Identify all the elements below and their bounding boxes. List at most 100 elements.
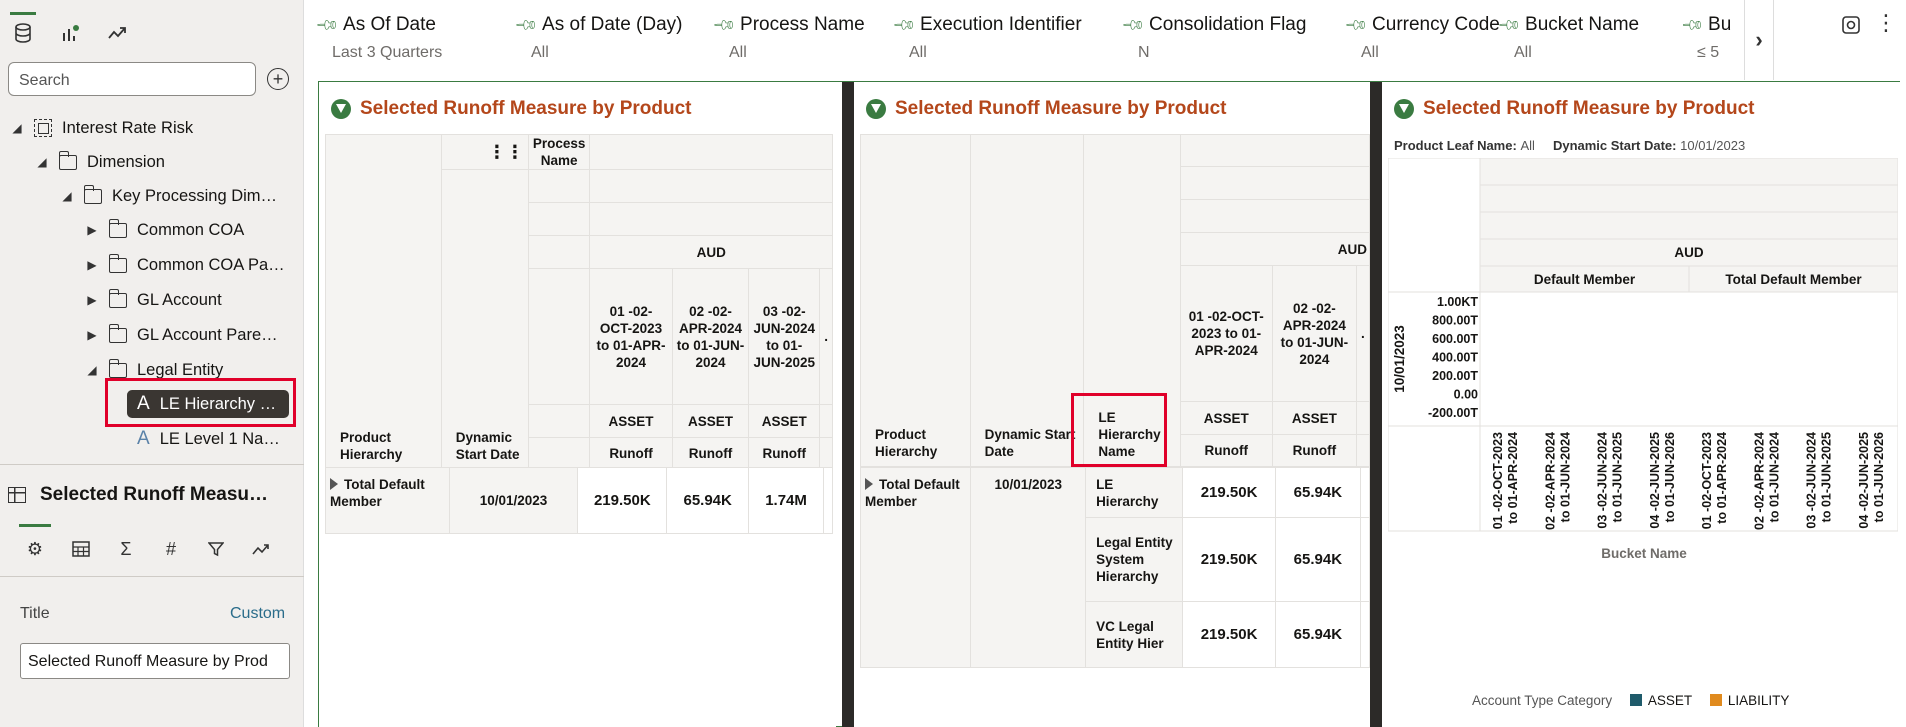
pivot-view-1[interactable]: Selected Runoff Measure by Product Produ… [319,82,836,727]
bucket-header: 02 -02-APR-2024 to 01-JUN-2024 [1271,265,1357,402]
analytics-icon[interactable] [104,20,130,46]
expand-icon[interactable] [330,478,338,490]
table-row: Legal Entity System Hierarchy 219.50K 65… [861,517,1370,602]
view-separator [842,82,854,727]
pin-icon: 📌︎ [513,12,539,39]
add-icon[interactable]: + [267,68,289,90]
subject-area-icon [34,119,52,137]
chart-view[interactable]: Selected Runoff Measure by Product Produ… [1382,82,1900,727]
bucket-header: 02 -02-APR-2024 to 01-JUN-2024 [671,268,750,405]
x-tick-label: to 01-JUN-2024 [1767,432,1781,522]
caret-down-icon[interactable]: ◢ [37,155,47,169]
table-view-icon[interactable] [68,536,94,562]
tree-item-le-hierarchy[interactable]: A LE Hierarchy … [127,390,289,418]
x-tick-label: 03 -02-JUN-2024 [1596,432,1610,529]
caret-right-icon[interactable]: ▶ [87,293,97,307]
filter-currency-code[interactable]: 📌︎ Currency Code All [1343,12,1500,61]
tree-item-legal-entity[interactable]: ◢ Legal Entity [85,356,223,384]
view-separator [1370,82,1382,727]
folder-icon [58,150,77,170]
gear-icon[interactable]: ⚙ [19,524,51,562]
tree-item-gl-account[interactable]: ▶ GL Account [85,286,222,314]
filter-bar: 📌︎ As Of Date Last 3 Quarters 📌︎ As of Dat… [305,0,1906,80]
title-input[interactable]: Selected Runoff Measure by Prod [20,643,290,679]
tree-item-gl-account-parent[interactable]: ▶ GL Account Pare… [85,321,278,349]
tree-item-key-processing[interactable]: ◢ Key Processing Dim… [60,182,277,210]
pin-icon: 📌︎ [314,12,340,39]
title-mode-link[interactable]: Custom [230,605,286,622]
caret-right-icon[interactable]: ▶ [87,258,97,272]
x-tick-label: 01 -02-OCT-2023 [1491,432,1505,529]
filter-as-of-date[interactable]: 📌︎ As Of Date Last 3 Quarters [314,12,443,61]
filter-process-name[interactable]: 📌︎ Process Name All [711,12,865,61]
bucket-header: 01 -02-OCT-2023 to 01-APR-2024 [1179,265,1273,402]
filter-badge-icon [866,99,886,119]
x-tick-label: to 01-JUN-2025 [1820,432,1834,522]
x-tick-label: 02 -02-APR-2024 [1752,432,1766,530]
visualizations-icon[interactable] [58,20,84,46]
database-icon[interactable] [10,12,36,46]
pin-icon: 📌︎ [711,12,737,39]
filter-execution-identifier[interactable]: 📌︎ Execution Identifier All [891,12,1082,61]
table-row: VC Legal Entity Hier 219.50K 65.94K [861,601,1370,668]
x-tick-label: to 01-JUN-2026 [1663,432,1677,522]
caret-right-icon[interactable]: ▶ [87,223,97,237]
chevron-right-icon[interactable]: › [1744,0,1774,80]
panel-divider [0,464,304,465]
table-icon [8,487,26,503]
caret-right-icon[interactable]: ▶ [87,328,97,342]
x-tick-label: to 01-APR-2024 [1715,432,1729,524]
tree-item-common-coa[interactable]: ▶ Common COA [85,216,244,244]
y-tick-label: 1.00KT [1437,295,1478,309]
filter-as-of-date-day[interactable]: 📌︎ As of Date (Day) All [513,12,683,61]
tree-item-le-level1[interactable]: A LE Level 1 Na… [137,428,280,449]
tree-item-interest-rate-risk[interactable]: ◢ Interest Rate Risk [10,114,193,142]
x-tick-label: 02 -02-APR-2024 [1543,432,1557,530]
more-options-icon[interactable]: ⋮ [1875,10,1897,35]
row-header-product[interactable]: Total Default Member [325,467,450,534]
pivot-view-2[interactable]: Selected Runoff Measure by Product Produ… [854,82,1370,727]
sigma-icon[interactable]: Σ [120,538,132,559]
table-row: Total Default Member 10/01/2023 LE Hiera… [859,467,1370,668]
drag-handle-icon[interactable]: ⋮⋮ [440,134,529,170]
pin-icon: 📌︎ [1683,14,1705,39]
caret-down-icon[interactable]: ◢ [12,121,22,135]
group-label: Default Member [1534,272,1636,287]
highlight-box [105,378,296,427]
row-header-product[interactable]: Total Default Member [859,467,972,668]
chart-filters-info: Product Leaf Name: All Dynamic Start Dat… [1394,138,1746,153]
currency-label: AUD [1674,245,1703,260]
x-tick-label: to 01-JUN-2025 [1611,432,1625,522]
analytics-icon[interactable] [248,536,274,562]
bar-chart[interactable]: AUD Default Member Total Default Member 10/… [1388,158,1898,678]
filter-bucket-truncated[interactable]: 📌︎ Bu ≤ 5 [1683,14,1743,62]
chart-legend: Account Type Category ASSET LIABILITY [1472,693,1790,708]
attribute-icon: A [137,428,150,449]
legend-item-liability[interactable]: LIABILITY [1727,693,1790,708]
caret-down-icon[interactable]: ◢ [62,189,72,203]
group-label: Total Default Member [1725,272,1862,287]
y-tick-label: 400.00T [1432,351,1478,365]
tree-item-common-coa-parent[interactable]: ▶ Common COA Pa… [85,251,285,279]
caret-down-icon[interactable]: ◢ [87,363,97,377]
filter-settings-icon[interactable] [1840,14,1862,36]
expand-icon[interactable] [865,478,873,490]
view-title: Selected Runoff Measure by Product [1394,98,1755,120]
search-input[interactable]: Search [8,62,256,96]
folder-icon [108,218,127,238]
hash-icon[interactable]: # [165,538,176,559]
legend-item-asset[interactable]: ASSET [1647,693,1693,708]
col-header-product: Product Hierarchy [325,134,442,470]
filter-bucket-name[interactable]: 📌︎ Bucket Name All [1496,12,1640,61]
currency-header: AUD [1179,232,1370,266]
canvas: Selected Runoff Measure by Product Produ… [318,81,1900,727]
filter-consolidation-flag[interactable]: 📌︎ Consolidation Flag N [1120,12,1307,61]
x-tick-label: to 01-JUN-2026 [1872,432,1886,522]
bucket-header: 03 -02-JUN-2024 to 01-JUN-2025 [748,268,821,405]
tree-item-dimension[interactable]: ◢ Dimension [35,148,165,176]
currency-header: AUD [589,235,833,269]
filter-icon[interactable] [203,536,229,562]
y-tick-label: -200.00T [1428,406,1478,420]
col-header-date: Dynamic Start Date [969,134,1085,467]
attribute-icon: A [137,393,150,414]
